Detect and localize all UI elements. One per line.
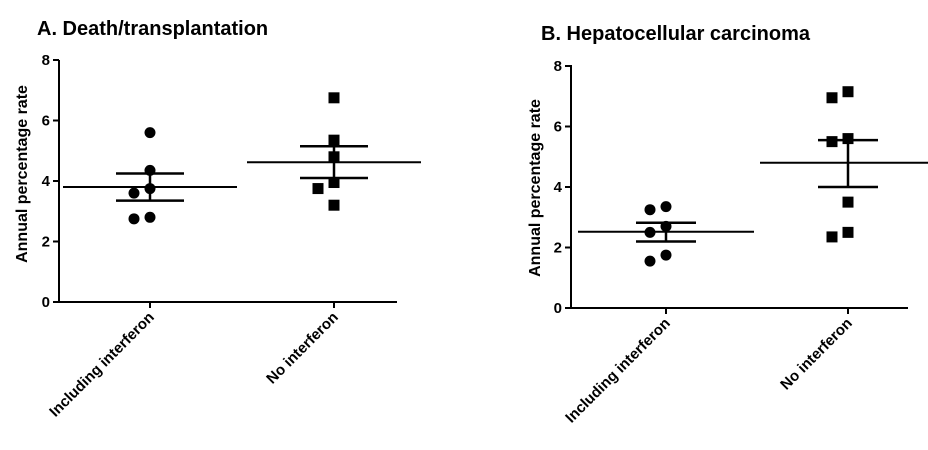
panel-a-points (128, 92, 340, 225)
panel-b-y-axis-label: Annual percentage rate (527, 99, 544, 277)
panel-a-y-tick-label: 2 (42, 234, 50, 251)
panel-b-x-tick-label: Including interferon (562, 315, 674, 427)
panel-a-x-tick-label: No interferon (263, 309, 342, 388)
panel-b-point (644, 255, 656, 267)
panel-a-y-tick-label: 8 (42, 52, 50, 69)
panel-a-point (144, 127, 156, 139)
panel-a-y-tick-label: 6 (42, 113, 50, 130)
panel-a-x-tick-label: Including interferon (46, 309, 158, 421)
panel-b-y-tick-label: 0 (554, 300, 562, 317)
panel-b-point (826, 92, 838, 104)
panel-b-y-tick-label: 8 (554, 58, 562, 75)
panel-b-error-bars (578, 138, 928, 243)
panel-a-title: A. Death/transplantation (37, 18, 268, 40)
panel-a-y-axis-label: Annual percentage rate (14, 85, 31, 263)
panel-b-point (644, 204, 656, 216)
panel-a-point (328, 199, 340, 211)
panel-a-x-ticks: Including interferon No interferon (46, 302, 342, 420)
panel-b-title: B. Hepatocellular carcinoma (541, 23, 811, 45)
panel-a: A. Death/transplantation Annual percenta… (14, 18, 421, 420)
panel-b-point (842, 196, 854, 208)
panel-b-y-ticks: 0 2 4 6 8 (554, 58, 571, 317)
panel-b-point (660, 201, 672, 213)
panel-b-point (660, 249, 672, 261)
panel-a-error-bars (63, 144, 421, 202)
panel-b-y-tick-label: 6 (554, 119, 562, 136)
panel-b-y-tick-label: 4 (554, 179, 563, 196)
panel-b-x-tick-label: No interferon (777, 315, 856, 394)
panel-b-point (842, 133, 854, 145)
panel-a-point (312, 183, 324, 195)
panel-b-points (644, 86, 854, 267)
panel-a-point (328, 92, 340, 104)
panel-a-y-tick-label: 0 (42, 294, 50, 311)
panel-a-point (128, 213, 140, 225)
panel-a-point (144, 211, 156, 223)
panel-a-point (328, 177, 340, 189)
panel-a-point (328, 134, 340, 146)
panel-b-point (842, 86, 854, 98)
panel-b-point (842, 226, 854, 238)
panel-a-y-ticks: 0 2 4 6 8 (42, 52, 59, 311)
panel-b: B. Hepatocellular carcinoma Annual perce… (527, 23, 928, 426)
panel-a-point (128, 187, 140, 199)
panel-b-x-ticks: Including interferon No interferon (562, 308, 856, 426)
panel-a-y-tick-label: 4 (42, 173, 51, 190)
panel-b-point (826, 136, 838, 148)
panel-b-point (826, 231, 838, 243)
panel-b-y-tick-label: 2 (554, 240, 562, 257)
